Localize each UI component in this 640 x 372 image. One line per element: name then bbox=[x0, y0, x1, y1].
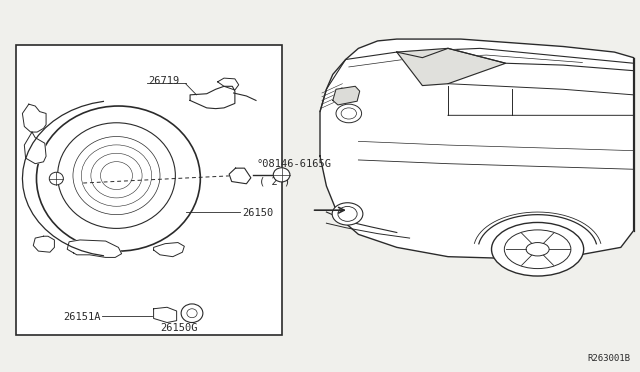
Polygon shape bbox=[67, 240, 122, 257]
Polygon shape bbox=[320, 39, 634, 259]
Polygon shape bbox=[229, 168, 251, 184]
Ellipse shape bbox=[492, 222, 584, 276]
Polygon shape bbox=[33, 236, 54, 252]
Polygon shape bbox=[22, 104, 46, 132]
Ellipse shape bbox=[49, 172, 63, 185]
Ellipse shape bbox=[526, 243, 549, 256]
Ellipse shape bbox=[338, 206, 357, 221]
Polygon shape bbox=[24, 132, 46, 164]
Ellipse shape bbox=[91, 153, 142, 198]
Ellipse shape bbox=[81, 145, 152, 206]
Text: 26150: 26150 bbox=[242, 208, 273, 218]
Ellipse shape bbox=[36, 106, 200, 251]
Ellipse shape bbox=[504, 230, 571, 269]
Ellipse shape bbox=[58, 123, 175, 228]
Ellipse shape bbox=[273, 168, 290, 182]
Text: ( 2 ): ( 2 ) bbox=[259, 177, 291, 187]
FancyBboxPatch shape bbox=[16, 45, 282, 335]
Ellipse shape bbox=[181, 304, 203, 323]
Ellipse shape bbox=[336, 104, 362, 123]
Text: 26150G: 26150G bbox=[160, 323, 198, 333]
Text: R263001B: R263001B bbox=[588, 355, 630, 363]
Text: 26151A: 26151A bbox=[63, 312, 101, 322]
Polygon shape bbox=[218, 78, 239, 90]
Polygon shape bbox=[333, 86, 360, 105]
Polygon shape bbox=[154, 307, 177, 323]
Text: 26719: 26719 bbox=[148, 76, 180, 86]
Ellipse shape bbox=[100, 161, 132, 190]
Polygon shape bbox=[154, 243, 184, 257]
Ellipse shape bbox=[73, 137, 160, 215]
Polygon shape bbox=[397, 48, 506, 86]
Ellipse shape bbox=[341, 108, 356, 119]
Ellipse shape bbox=[187, 309, 197, 318]
Polygon shape bbox=[190, 86, 235, 109]
Ellipse shape bbox=[332, 203, 363, 225]
Text: °08146-6165G: °08146-6165G bbox=[256, 159, 331, 169]
